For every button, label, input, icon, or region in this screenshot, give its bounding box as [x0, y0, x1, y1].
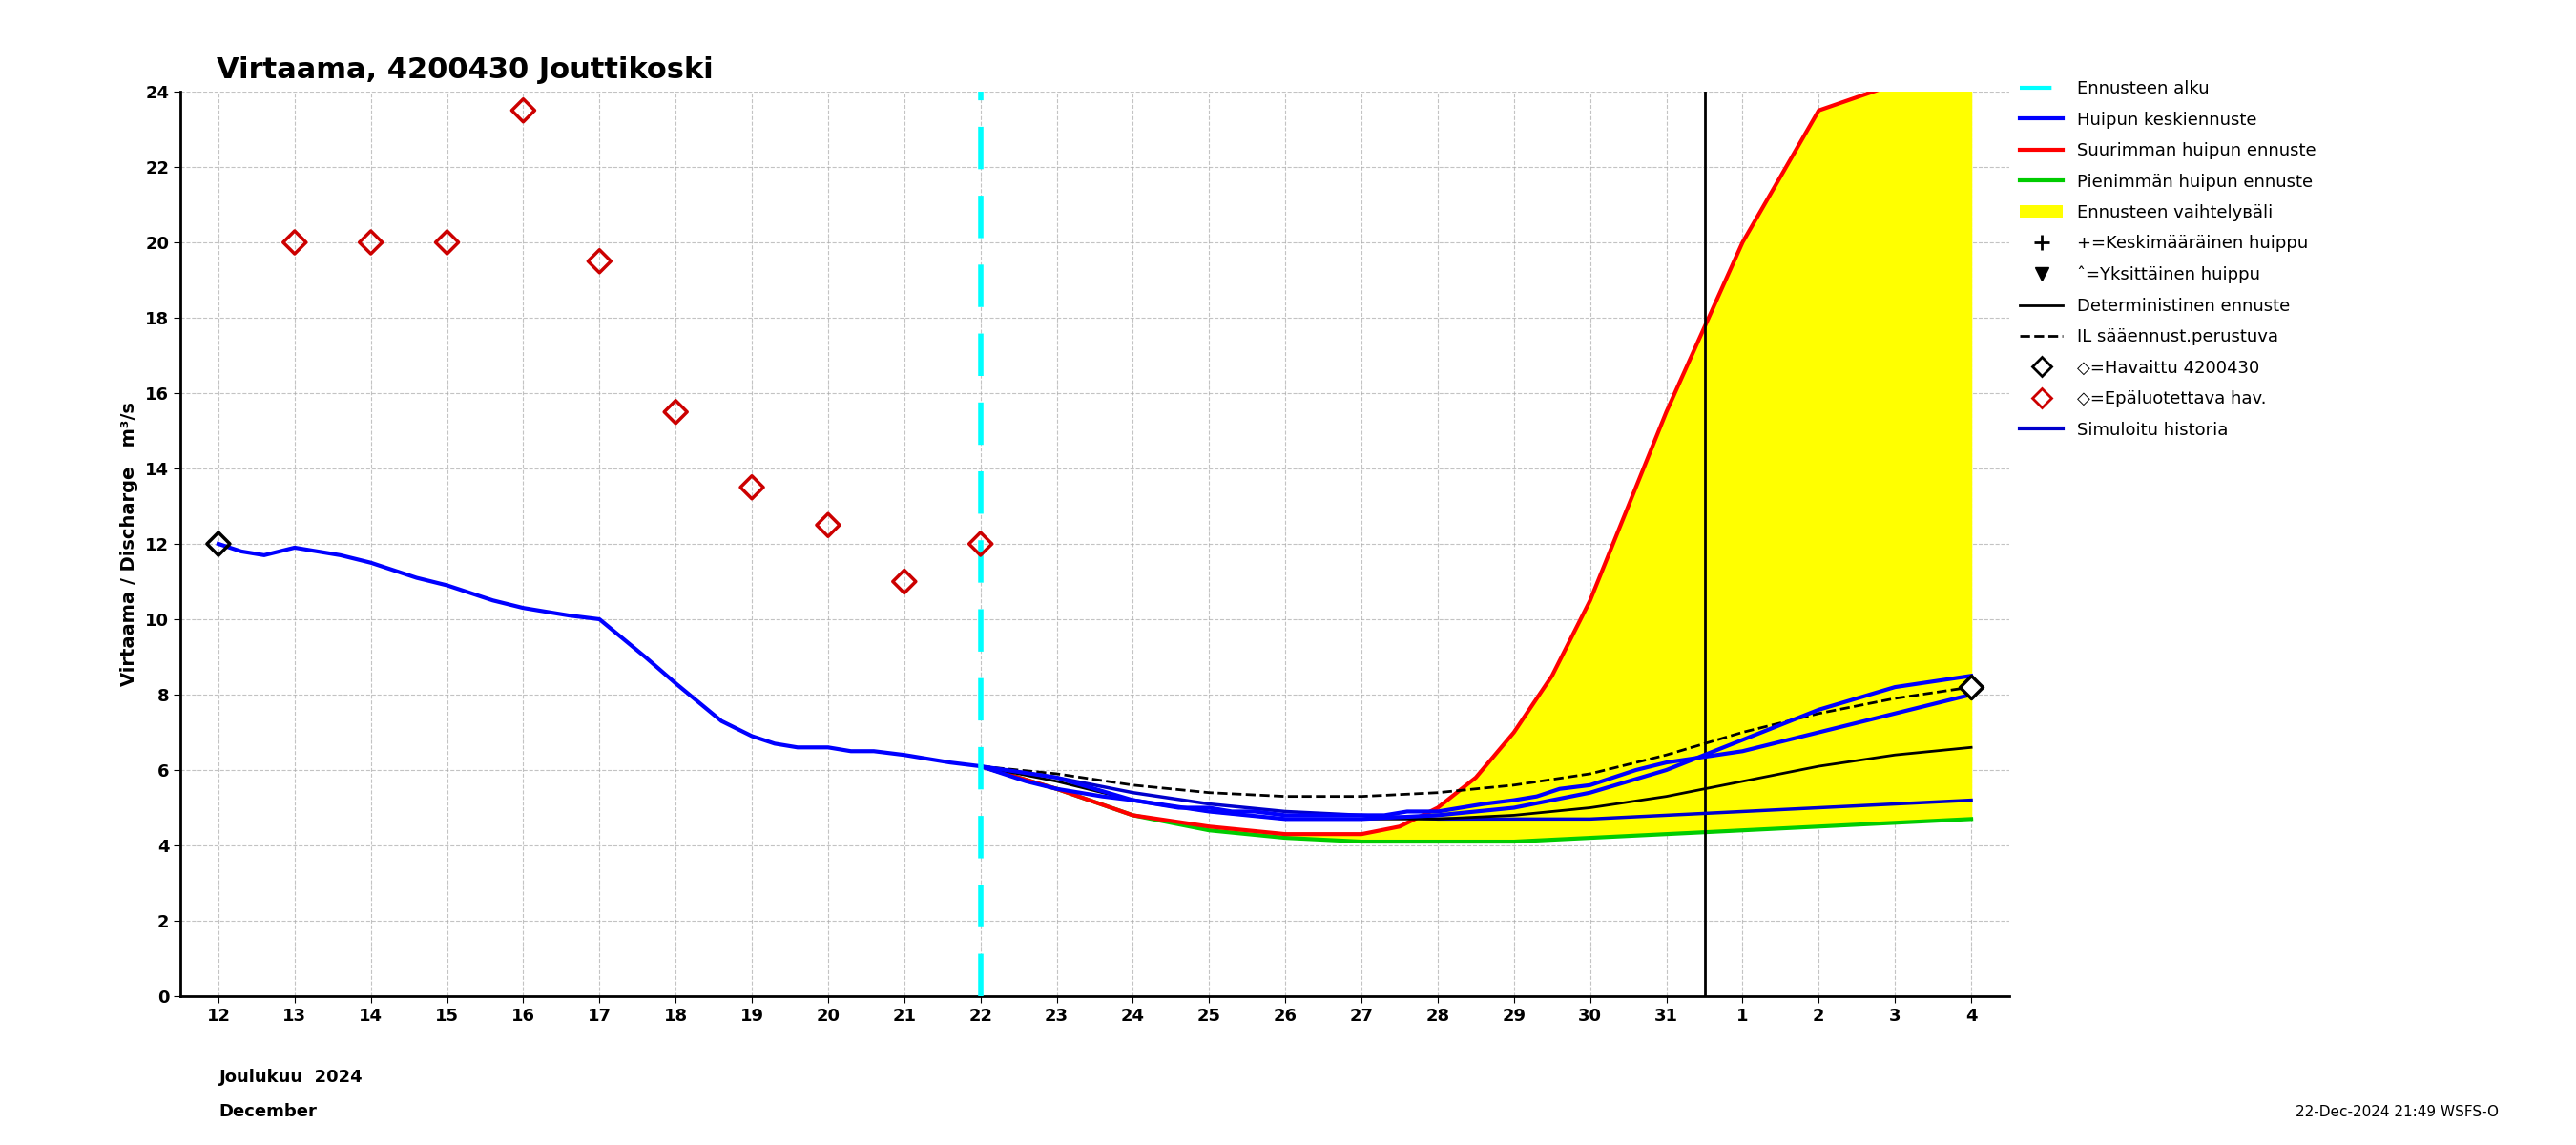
Y-axis label: Virtaama / Discharge   m³/s: Virtaama / Discharge m³/s	[121, 402, 139, 686]
Point	[1950, 678, 1991, 696]
Point	[806, 516, 848, 535]
Text: Joulukuu  2024: Joulukuu 2024	[219, 1068, 363, 1085]
Point	[198, 535, 240, 553]
Point	[732, 479, 773, 497]
Point	[350, 234, 392, 252]
Point	[654, 403, 696, 421]
Text: Virtaama, 4200430 Jouttikoski: Virtaama, 4200430 Jouttikoski	[216, 56, 714, 84]
Point	[884, 572, 925, 591]
Point	[502, 101, 544, 119]
Point	[580, 252, 621, 270]
Point	[961, 535, 1002, 553]
Point	[428, 234, 469, 252]
Point	[273, 234, 314, 252]
Text: December: December	[219, 1103, 317, 1120]
Legend: Ennusteen alku, Huipun keskiennuste, Suurimman huipun ennuste, Pienimmän huipun : Ennusteen alku, Huipun keskiennuste, Suu…	[2012, 73, 2324, 445]
Text: 22-Dec-2024 21:49 WSFS-O: 22-Dec-2024 21:49 WSFS-O	[2295, 1105, 2499, 1120]
